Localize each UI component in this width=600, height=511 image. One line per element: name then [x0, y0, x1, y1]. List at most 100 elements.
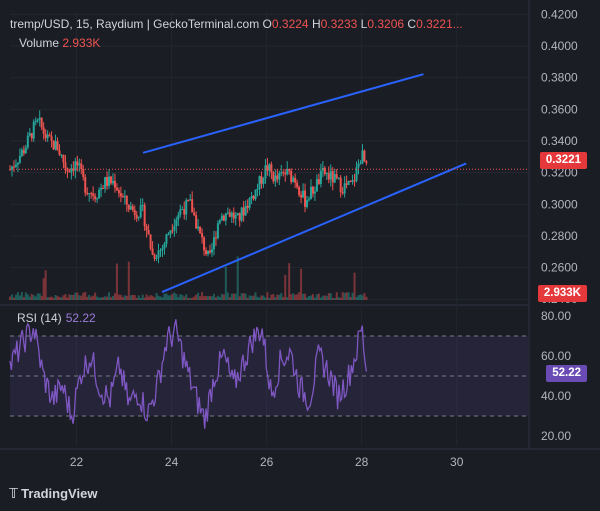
candle-body — [341, 192, 344, 194]
candle-body — [197, 226, 200, 229]
volume-bar — [359, 294, 362, 300]
candle-body — [102, 188, 105, 190]
volume-bar — [270, 294, 273, 300]
volume-bar — [337, 297, 340, 300]
channel-upper-line — [142, 73, 424, 154]
candle-body — [106, 177, 109, 186]
candle-body — [296, 182, 299, 188]
volume-bar — [353, 272, 356, 300]
candle-body — [161, 248, 164, 251]
volume-bar — [246, 297, 249, 300]
candle-body — [220, 215, 223, 221]
channel-lower-line — [161, 162, 467, 294]
volume-bar — [64, 294, 67, 300]
candle-body — [252, 195, 255, 200]
volume-bar — [244, 293, 247, 300]
volume-bar — [96, 296, 99, 300]
candle-body — [306, 200, 309, 207]
candle-body — [127, 204, 130, 210]
candle-body — [361, 150, 364, 164]
candle-body — [262, 178, 265, 184]
candle-body — [40, 117, 43, 128]
candle-body — [94, 195, 97, 200]
price-tick-label: 0.2800 — [541, 229, 578, 243]
candle-body — [244, 205, 247, 216]
candle-body — [335, 174, 338, 179]
candle-body — [292, 177, 295, 183]
volume-bar — [286, 297, 289, 300]
price-tick-label: 0.4200 — [541, 7, 578, 21]
candle-body — [218, 220, 221, 224]
candle-body — [52, 140, 55, 150]
candle-body — [224, 213, 227, 221]
volume-bar — [56, 295, 59, 300]
volume-bar — [224, 266, 227, 300]
volume-bar — [68, 294, 71, 300]
candle-body — [357, 163, 360, 168]
high-value: 0.3233 — [320, 17, 358, 31]
volume-bar — [28, 296, 31, 300]
volume-bar — [240, 293, 243, 300]
price-tick-label: 0.2600 — [541, 261, 578, 275]
volume-bar — [351, 292, 354, 300]
candle-body — [205, 250, 208, 254]
candle-body — [302, 190, 305, 198]
volume-bar — [183, 296, 186, 300]
candle-body — [60, 154, 63, 156]
volume-value: 2.933K — [62, 36, 101, 50]
price-badge: 0.3221 — [539, 152, 587, 169]
volume-bar — [363, 293, 366, 300]
candle-body — [258, 176, 261, 189]
symbol-title[interactable]: tremp/USD, 15, Raydium | GeckoTerminal.c… — [10, 17, 260, 31]
volume-bar — [153, 297, 156, 300]
candle-body — [22, 149, 25, 154]
candle-body — [119, 193, 122, 197]
volume-bar — [115, 263, 118, 300]
high-label: H — [311, 17, 321, 31]
volume-bar — [106, 296, 109, 300]
volume-bar — [272, 294, 275, 300]
volume-bar — [357, 295, 360, 300]
candle-body — [191, 199, 194, 213]
volume-bar — [329, 293, 332, 300]
volume-bar — [92, 295, 95, 300]
candle-body — [307, 199, 310, 201]
candle-body — [175, 219, 178, 227]
rsi-label[interactable]: RSI (14) — [17, 311, 62, 325]
candle-body — [46, 134, 49, 139]
candle-body — [351, 180, 354, 182]
candle-body — [309, 186, 312, 200]
volume-bar — [278, 294, 281, 300]
candle-body — [268, 164, 271, 171]
volume-bar — [78, 295, 81, 300]
candle-body — [222, 215, 225, 221]
volume-bar — [300, 268, 303, 300]
volume-bar — [333, 297, 336, 300]
volume-bar — [214, 297, 217, 300]
volume-label[interactable]: Volume — [19, 36, 60, 50]
candle-body — [100, 188, 103, 190]
candle-body — [199, 226, 202, 233]
candle-body — [76, 161, 79, 166]
volume-bar — [62, 295, 65, 300]
candle-body — [201, 232, 204, 238]
candle-body — [272, 172, 275, 182]
volume-bar — [228, 297, 231, 300]
volume-bar — [181, 294, 184, 300]
volume-bar — [199, 296, 202, 300]
volume-bar — [325, 295, 328, 300]
candle-body — [18, 155, 21, 163]
price-tick-label: 0.3800 — [541, 71, 578, 85]
candle-body — [210, 249, 213, 253]
volume-badge: 2.933K — [537, 285, 587, 302]
volume-bar — [187, 297, 190, 300]
candle-body — [14, 164, 17, 167]
volume-bar — [48, 297, 51, 300]
volume-bar — [189, 297, 192, 300]
volume-bar — [74, 292, 77, 300]
volume-bar — [321, 295, 324, 300]
candle-body — [165, 234, 168, 244]
time-tick-label: 26 — [260, 455, 274, 469]
tradingview-logo[interactable]: 𝕋 TradingView — [9, 486, 97, 502]
